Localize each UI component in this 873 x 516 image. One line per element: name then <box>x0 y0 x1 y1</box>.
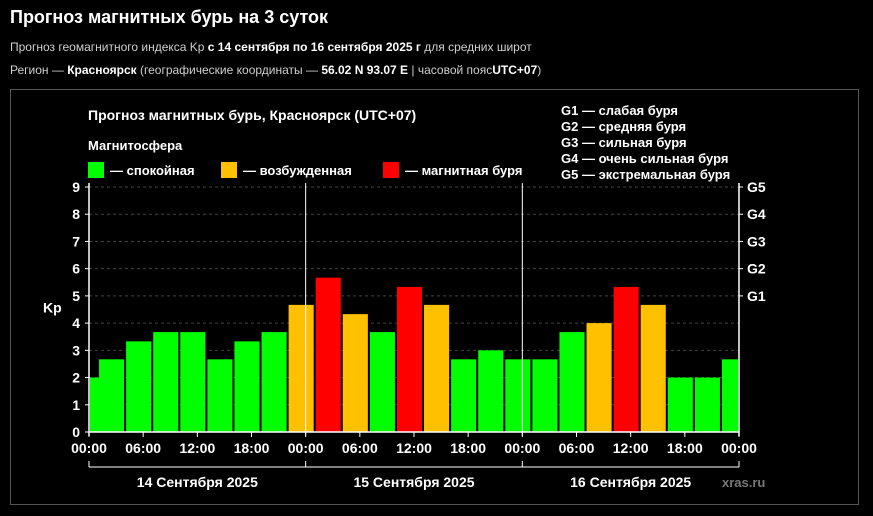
region-close-paren: ) <box>537 63 542 77</box>
kp-bar-active <box>586 323 612 432</box>
kp-bar-quiet <box>99 359 125 432</box>
g-tick-label: G3 <box>747 233 766 249</box>
kp-bar-quiet <box>369 332 395 432</box>
forecast-prefix: Прогноз геомагнитного индекса Kp <box>10 40 205 54</box>
x-tick-label: 18:00 <box>234 440 270 456</box>
kp-bar-quiet <box>207 359 233 432</box>
g-legend-item: G3 — сильная буря <box>561 135 687 150</box>
g-tick-label: G4 <box>747 206 766 222</box>
watermark: xras.ru <box>722 475 765 490</box>
day-label: 16 Сентября 2025 <box>570 474 691 490</box>
y-tick-label: 5 <box>72 288 80 304</box>
kp-bar-active <box>640 304 666 432</box>
x-tick-label: 00:00 <box>721 440 757 456</box>
forecast-date-range: с 14 сентября по 16 сентября 2025 г <box>207 40 421 54</box>
region-timezone: UTC+07 <box>492 63 538 77</box>
kp-bar-storm <box>315 277 341 432</box>
kp-bar-active <box>342 314 368 432</box>
x-tick-label: 18:00 <box>667 440 703 456</box>
forecast-description: Прогноз геомагнитного индекса Kp с 14 се… <box>10 40 532 54</box>
region-description: Регион — Красноярск (географические коор… <box>10 63 541 77</box>
g-tick-label: G5 <box>747 179 766 195</box>
x-tick-label: 00:00 <box>71 440 107 456</box>
g-legend-item: G1 — слабая буря <box>561 103 678 118</box>
legend-title: Магнитосфера <box>88 138 183 153</box>
kp-forecast-chart: Прогноз магнитных бурь, Красноярск (UTC+… <box>43 103 766 490</box>
legend-label-active: — возбужденная <box>243 163 352 178</box>
kp-bar-quiet <box>126 341 152 432</box>
kp-bar-quiet <box>478 350 504 432</box>
x-tick-label: 06:00 <box>342 440 378 456</box>
y-tick-label: 3 <box>72 342 80 358</box>
y-axis-label: Kp <box>43 300 62 316</box>
region-tz-label: | часовой пояс <box>411 63 493 77</box>
kp-bar-quiet <box>559 332 585 432</box>
y-tick-label: 8 <box>72 206 80 222</box>
kp-bar-quiet <box>694 377 720 432</box>
kp-bar-quiet <box>532 359 558 432</box>
x-tick-label: 00:00 <box>504 440 540 456</box>
y-tick-label: 2 <box>72 370 80 386</box>
day-label: 15 Сентября 2025 <box>353 474 474 490</box>
y-tick-label: 4 <box>72 315 80 331</box>
legend-swatch-active <box>221 162 237 178</box>
x-tick-label: 12:00 <box>613 440 649 456</box>
g-tick-label: G1 <box>747 288 766 304</box>
y-tick-label: 6 <box>72 261 80 277</box>
day-label: 14 Сентября 2025 <box>137 474 258 490</box>
kp-bar-quiet <box>451 359 477 432</box>
page-title: Прогноз магнитных бурь на 3 суток <box>10 7 329 27</box>
kp-bar-storm <box>613 286 639 432</box>
g-legend-item: G2 — средняя буря <box>561 119 686 134</box>
x-tick-label: 06:00 <box>125 440 161 456</box>
g-legend-item: G5 — экстремальная буря <box>561 167 730 182</box>
kp-bar-quiet <box>667 377 693 432</box>
region-city: Красноярск <box>67 63 137 77</box>
kp-bar-quiet <box>261 332 287 432</box>
chart-title: Прогноз магнитных бурь, Красноярск (UTC+… <box>88 107 416 123</box>
kp-bar-quiet <box>505 359 531 432</box>
x-tick-label: 00:00 <box>288 440 324 456</box>
kp-bar-active <box>288 304 314 432</box>
y-tick-label: 7 <box>72 233 80 249</box>
kp-bar-quiet <box>153 332 179 432</box>
forecast-suffix: для средних широт <box>424 40 532 54</box>
y-tick-label: 9 <box>72 179 80 195</box>
kp-bar-quiet <box>721 359 738 432</box>
g-legend-item: G4 — очень сильная буря <box>561 151 728 166</box>
region-coords-label: (географические координаты — <box>140 63 318 77</box>
x-tick-label: 12:00 <box>179 440 215 456</box>
region-prefix: Регион — <box>10 63 64 77</box>
x-tick-label: 18:00 <box>450 440 486 456</box>
kp-bar-quiet <box>180 332 206 432</box>
g-tick-label: G2 <box>747 261 766 277</box>
legend-label-storm: — магнитная буря <box>405 163 522 178</box>
chart-frame: Прогноз магнитных бурь, Красноярск (UTC+… <box>10 89 859 505</box>
region-coords: 56.02 N 93.07 E <box>321 63 409 77</box>
x-tick-label: 06:00 <box>559 440 595 456</box>
legend-label-quiet: — спокойная <box>110 163 195 178</box>
legend-swatch-quiet <box>88 162 104 178</box>
legend-swatch-storm <box>383 162 399 178</box>
kp-bar-active <box>424 304 450 432</box>
kp-bar-quiet <box>234 341 260 432</box>
x-tick-label: 12:00 <box>396 440 432 456</box>
y-tick-label: 1 <box>72 397 80 413</box>
kp-bar-storm <box>396 286 423 432</box>
y-tick-label: 0 <box>72 424 80 440</box>
